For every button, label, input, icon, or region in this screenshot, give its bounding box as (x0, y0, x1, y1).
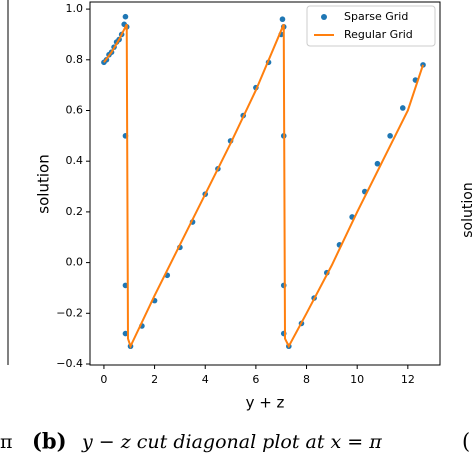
y-tick-label: −0.4 (56, 357, 83, 370)
legend-box (306, 5, 436, 47)
x-tick-label: 2 (151, 373, 158, 386)
y-tick-label: 0.4 (66, 154, 84, 167)
data-point (399, 105, 406, 111)
caption-label: (b) (32, 429, 67, 454)
neighbor-ylabel: solution (460, 182, 474, 237)
legend-label: Regular Grid (344, 28, 413, 41)
plot-frame (89, 1, 441, 366)
x-axis-label: y + z (246, 394, 285, 412)
data-point (122, 13, 129, 20)
data-point (122, 330, 129, 337)
caption-fragment: π (0, 431, 13, 453)
data-point (387, 133, 393, 139)
y-tick-label: 0.2 (66, 205, 84, 218)
y-tick-label: −0.2 (56, 306, 83, 319)
y-axis-label: solution (35, 154, 53, 213)
data-point (279, 16, 286, 23)
y-tick-label: 0.6 (66, 103, 84, 116)
caption-fragment: ( (462, 430, 470, 454)
x-tick-label: 6 (252, 373, 259, 386)
data-point (374, 160, 381, 167)
x-tick-label: 8 (303, 373, 310, 386)
x-tick-label: 10 (350, 373, 364, 386)
y-tick-label: 0.8 (66, 53, 84, 66)
x-tick-label: 12 (401, 373, 415, 386)
legend-marker (321, 14, 327, 20)
data-line (103, 23, 424, 349)
y-tick-label: 1.0 (66, 2, 84, 15)
legend-label: Sparse Grid (344, 10, 408, 23)
x-tick-label: 0 (100, 373, 107, 386)
x-tick-label: 4 (202, 373, 209, 386)
y-tick-label: 0.0 (66, 256, 84, 269)
caption-text: y − z cut diagonal plot at x = π (81, 431, 382, 453)
